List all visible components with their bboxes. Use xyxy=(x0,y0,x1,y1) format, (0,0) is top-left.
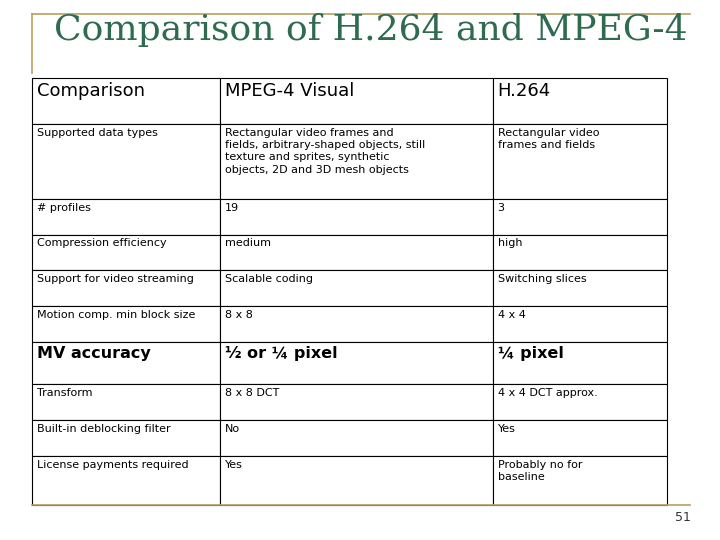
Bar xyxy=(492,199,667,234)
Bar xyxy=(32,342,220,384)
Bar xyxy=(220,271,492,306)
Bar xyxy=(32,124,220,199)
Bar xyxy=(32,234,220,271)
Bar xyxy=(492,78,667,124)
Text: MV accuracy: MV accuracy xyxy=(37,346,151,361)
Text: H.264: H.264 xyxy=(498,82,551,100)
Bar xyxy=(220,384,492,420)
Bar xyxy=(32,306,220,342)
Text: 51: 51 xyxy=(675,511,691,524)
Bar xyxy=(492,271,667,306)
Text: ¼ pixel: ¼ pixel xyxy=(498,346,564,361)
Text: 3: 3 xyxy=(498,202,505,213)
Text: 8 x 8: 8 x 8 xyxy=(225,310,253,320)
Text: Comparison: Comparison xyxy=(37,82,145,100)
Text: MPEG-4 Visual: MPEG-4 Visual xyxy=(225,82,354,100)
Bar xyxy=(492,342,667,384)
Bar xyxy=(32,456,220,505)
Bar xyxy=(220,342,492,384)
Text: Compression efficiency: Compression efficiency xyxy=(37,238,167,248)
Bar xyxy=(220,234,492,271)
Bar xyxy=(220,78,492,124)
Text: high: high xyxy=(498,238,522,248)
Bar xyxy=(220,199,492,234)
Text: Yes: Yes xyxy=(225,460,243,470)
Text: Built-in deblocking filter: Built-in deblocking filter xyxy=(37,424,171,434)
Text: Probably no for
baseline: Probably no for baseline xyxy=(498,460,582,482)
Text: 4 x 4: 4 x 4 xyxy=(498,310,526,320)
Bar xyxy=(492,420,667,456)
Bar xyxy=(492,124,667,199)
Bar xyxy=(492,456,667,505)
Bar xyxy=(32,271,220,306)
Text: License payments required: License payments required xyxy=(37,460,189,470)
Text: No: No xyxy=(225,424,240,434)
Text: Comparison of H.264 and MPEG-4: Comparison of H.264 and MPEG-4 xyxy=(54,13,688,46)
Text: 8 x 8 DCT: 8 x 8 DCT xyxy=(225,388,279,398)
Bar xyxy=(32,384,220,420)
Text: Rectangular video
frames and fields: Rectangular video frames and fields xyxy=(498,127,599,150)
Bar xyxy=(220,456,492,505)
Text: ½ or ¼ pixel: ½ or ¼ pixel xyxy=(225,346,338,361)
Text: medium: medium xyxy=(225,238,271,248)
Text: 4 x 4 DCT approx.: 4 x 4 DCT approx. xyxy=(498,388,598,398)
Bar xyxy=(32,420,220,456)
Bar xyxy=(492,234,667,271)
Bar xyxy=(220,306,492,342)
Text: Supported data types: Supported data types xyxy=(37,127,158,138)
Text: Motion comp. min block size: Motion comp. min block size xyxy=(37,310,196,320)
Text: Transform: Transform xyxy=(37,388,93,398)
Text: Rectangular video frames and
fields, arbitrary-shaped objects, still
texture and: Rectangular video frames and fields, arb… xyxy=(225,127,425,175)
Text: Support for video streaming: Support for video streaming xyxy=(37,274,194,284)
Bar xyxy=(220,420,492,456)
Text: 19: 19 xyxy=(225,202,239,213)
Bar xyxy=(220,124,492,199)
Bar xyxy=(492,306,667,342)
Bar xyxy=(492,384,667,420)
Bar xyxy=(32,199,220,234)
Text: # profiles: # profiles xyxy=(37,202,91,213)
Text: Yes: Yes xyxy=(498,424,516,434)
Text: Switching slices: Switching slices xyxy=(498,274,586,284)
Bar xyxy=(32,78,220,124)
Text: Scalable coding: Scalable coding xyxy=(225,274,312,284)
